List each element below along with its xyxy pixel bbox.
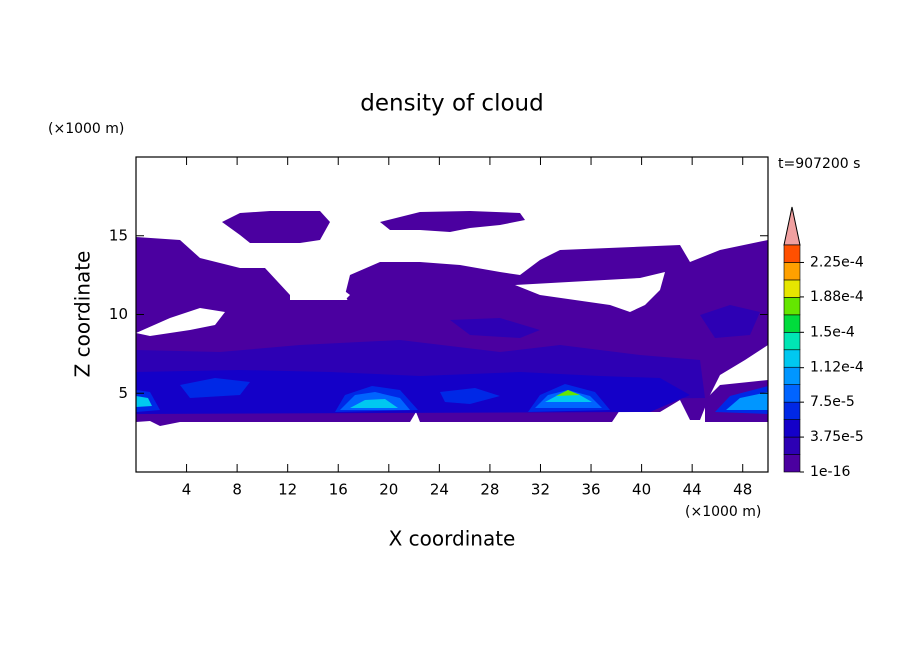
contour-hole (290, 280, 350, 300)
contour-region (380, 211, 525, 232)
colorbar-tick-label: 1.12e-4 (810, 360, 864, 376)
contour-region (180, 378, 250, 398)
chart-title: density of cloud (360, 91, 543, 117)
x-tick-label: 20 (379, 481, 398, 499)
colorbar-band (783, 314, 801, 333)
contour-region (440, 388, 500, 404)
colorbar-tick-label: 7.5e-5 (810, 394, 855, 410)
contour-region (222, 211, 330, 243)
x-tick-label: 24 (430, 481, 449, 499)
x-tick-label: 48 (733, 481, 752, 499)
colorbar-band (783, 297, 801, 316)
colorbar-band (783, 436, 801, 455)
y-axis-title: Z coordinate (71, 251, 95, 378)
contour-field (136, 211, 768, 426)
contour-region (350, 399, 398, 408)
time-label: t=907200 s (778, 156, 860, 172)
colorbar-band (783, 279, 801, 298)
x-axis-title: X coordinate (389, 527, 516, 551)
colorbar-tick-label: 1.5e-4 (810, 324, 855, 340)
contour-region (556, 390, 580, 396)
x-tick-label: 4 (182, 481, 192, 499)
y-tick-label: 15 (109, 226, 128, 244)
contour-region (136, 396, 152, 407)
contour-hole (515, 272, 665, 312)
colorbar-band (783, 349, 801, 368)
colorbar-band (783, 332, 801, 351)
colorbar-tick-label: 2.25e-4 (810, 254, 864, 270)
colorbar-band (783, 262, 801, 281)
colorbar-band (783, 419, 801, 438)
colorbar-band (783, 401, 801, 420)
y-tick-label: 10 (109, 305, 128, 323)
y-tick-label: 5 (118, 384, 128, 402)
colorbar-band (783, 384, 801, 403)
contour-region (345, 240, 768, 305)
x-unit: (×1000 m) (685, 504, 761, 520)
x-tick-label: 44 (683, 481, 702, 499)
contour-region (136, 237, 290, 305)
colorbar-extension (783, 206, 801, 246)
x-tick-label: 40 (632, 481, 651, 499)
contour-hole (136, 308, 225, 336)
x-tick-label: 8 (232, 481, 242, 499)
colorbar-tick-label: 1e-16 (810, 464, 850, 480)
contour-region (450, 318, 540, 338)
colorbar-band (783, 366, 801, 385)
x-tick-label: 32 (531, 481, 550, 499)
contour-region (545, 394, 592, 402)
x-tick-label: 12 (278, 481, 297, 499)
colorbar-band (783, 454, 801, 473)
x-tick-label: 16 (329, 481, 348, 499)
colorbar-band (783, 244, 801, 263)
x-tick-label: 28 (480, 481, 499, 499)
contour-region (700, 305, 760, 338)
x-tick-label: 36 (581, 481, 600, 499)
colorbar-tick-label: 1.88e-4 (810, 289, 864, 305)
colorbar-tick-label: 3.75e-5 (810, 429, 864, 445)
y-unit: (×1000 m) (48, 121, 124, 137)
contour-region (726, 392, 768, 410)
